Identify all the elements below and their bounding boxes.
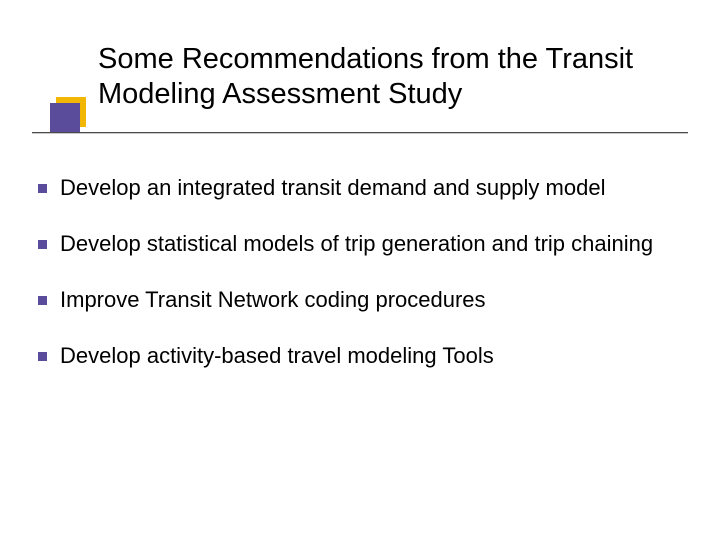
bullet-item: Develop statistical models of trip gener… <box>32 231 680 257</box>
bullet-list: Develop an integrated transit demand and… <box>32 175 680 369</box>
bullet-text: Develop statistical models of trip gener… <box>60 231 653 256</box>
bullet-text: Develop an integrated transit demand and… <box>60 175 605 200</box>
content-area: Develop an integrated transit demand and… <box>32 175 680 399</box>
accent-purple-overlay <box>50 103 68 133</box>
bullet-text: Develop activity-based travel modeling T… <box>60 343 494 368</box>
title-accent <box>50 103 80 133</box>
slide: Some Recommendations from the Transit Mo… <box>0 0 720 540</box>
bullet-item: Develop activity-based travel modeling T… <box>32 343 680 369</box>
title-block: Some Recommendations from the Transit Mo… <box>98 42 690 112</box>
title-underline <box>32 132 688 134</box>
bullet-item: Improve Transit Network coding procedure… <box>32 287 680 313</box>
slide-title: Some Recommendations from the Transit Mo… <box>98 42 690 112</box>
bullet-text: Improve Transit Network coding procedure… <box>60 287 486 312</box>
bullet-item: Develop an integrated transit demand and… <box>32 175 680 201</box>
